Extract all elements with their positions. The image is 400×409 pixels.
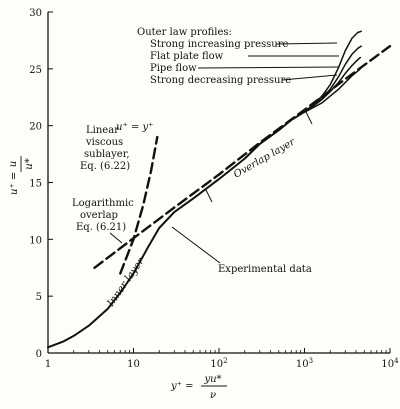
annotations: Outer law profiles: Strong increasing pr… [72,27,340,310]
strong-increasing-pressure-line [299,30,362,116]
axis-ticks: 1 10 102 103 104 0 5 10 15 20 25 30 [29,8,399,370]
pipe-flow-line [299,56,362,116]
log-label-1: Logarithmic [72,198,134,209]
label-strong-decreasing: Strong decreasing pressure [150,75,291,86]
overlap-layer-label: Overlap layer [232,136,298,181]
x-tick-label-2: 102 [210,357,227,370]
experimental-data-label: Experimental data [218,264,312,275]
strong-decreasing-pressure-line [299,68,362,116]
x-tick-label-1: 10 [127,359,140,370]
x-tick-label-4: 104 [381,357,399,370]
x-axis-label: y⁺ = yu* ν [170,374,227,401]
pointer-experimental [171,226,221,264]
overlap-bracket-start [205,189,213,203]
pointer-strong-increasing [275,42,338,45]
x-label-numerator: yu* [203,374,221,385]
log-label-3: Eq. (6.21) [76,222,126,233]
linear-viscous-sublayer-line [119,135,159,275]
outer-law-title: Outer law profiles: [137,27,232,38]
y-tick-label-0: 0 [36,349,42,360]
y-tick-label-5: 25 [29,65,42,76]
label-flat-plate: Flat plate flow [150,51,224,62]
label-pipe-flow: Pipe flow [150,63,197,74]
x-label-lhs: y⁺ = [170,381,194,392]
y-tick-label-6: 30 [29,8,42,19]
y-label-lhs: u⁺ = [9,172,20,195]
inner-layer-label: Inner layer [105,255,148,309]
logarithmic-overlap-line [93,44,392,269]
y-label-denominator: u* [24,158,35,169]
overlap-bracket-end [305,111,313,125]
log-label-2: overlap [80,210,118,221]
label-strong-increasing: Strong increasing pressure [150,39,289,50]
pointer-log [109,232,123,244]
plot-series [47,30,392,349]
linear-label-3: sublayer, [84,149,130,160]
y-tick-label-2: 10 [29,235,42,246]
y-label-numerator: u [8,161,19,167]
x-tick-label-3: 103 [296,357,313,370]
pointer-strong-decreasing [281,74,338,81]
linear-label-2: viscous [85,137,123,148]
x-tick-label-0: 1 [45,359,51,370]
pointer-pipe-flow [197,66,340,69]
y-tick-label-4: 20 [29,122,42,133]
y-tick-label-3: 15 [29,179,42,190]
linear-equation: u⁺ = y⁺ [116,122,153,133]
y-axis-label: u⁺ = u u* [8,156,35,195]
y-tick-label-1: 5 [36,292,42,303]
linear-label-4: Eq. (6.22) [80,161,130,172]
linear-label-1: Linear [86,125,119,136]
x-label-denominator: ν [210,390,216,401]
